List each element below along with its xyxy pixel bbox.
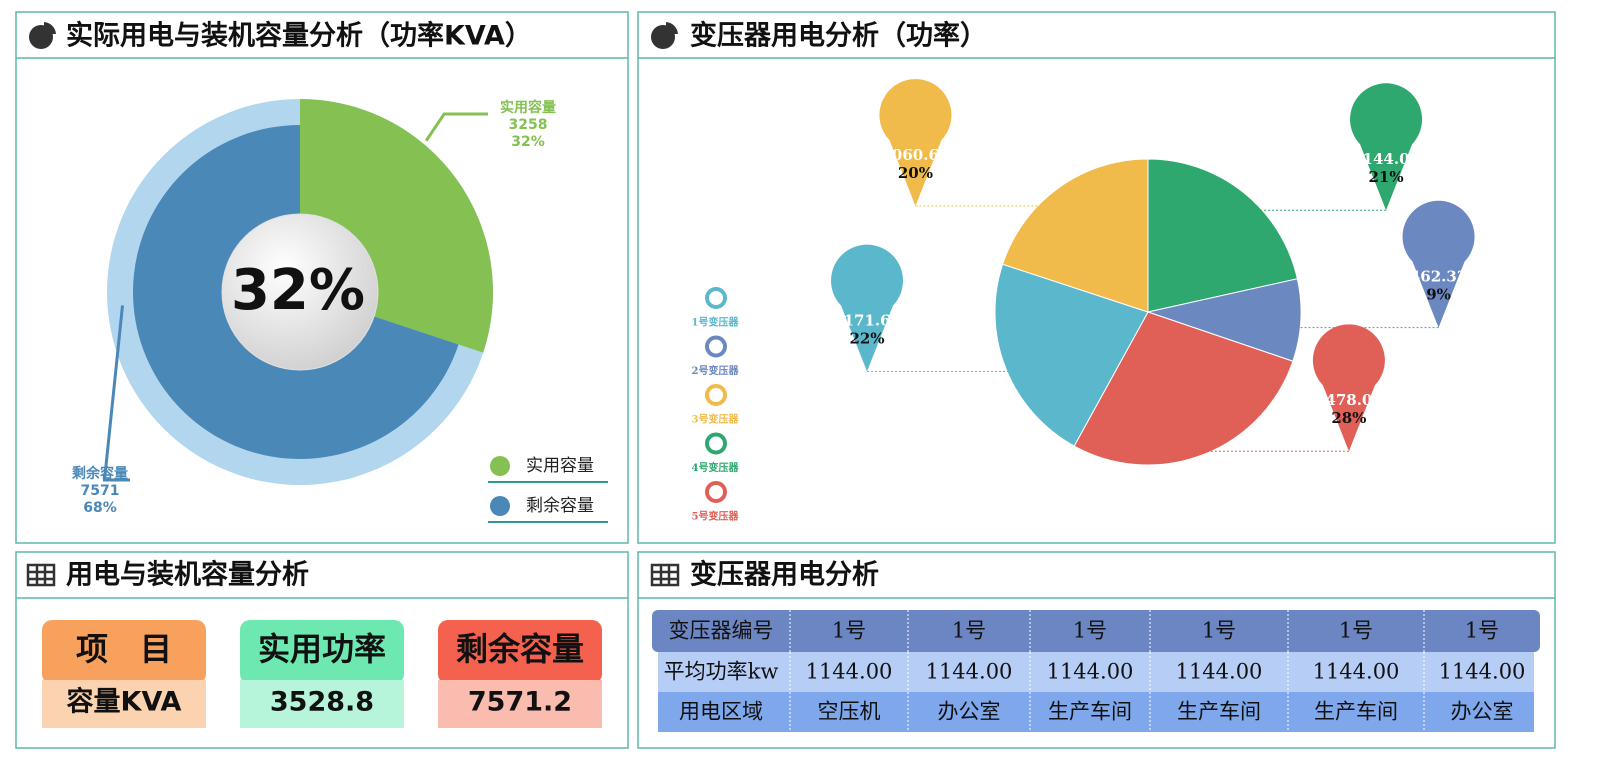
legend-marker bbox=[705, 287, 727, 309]
legend-marker bbox=[705, 432, 727, 455]
legend-label: 5号变压器 bbox=[692, 510, 740, 523]
legend-marker bbox=[705, 384, 727, 406]
table-cell: 1号 bbox=[952, 619, 986, 643]
card-body-bg bbox=[240, 680, 404, 728]
percent-label: 21% bbox=[1368, 168, 1403, 186]
legend-label: 剩余容量 bbox=[526, 496, 594, 516]
legend-marker bbox=[490, 496, 510, 516]
panel-title: 变压器用电分析 bbox=[690, 559, 879, 591]
table-cell: 办公室 bbox=[1451, 700, 1514, 724]
pie-slice bbox=[1002, 158, 1149, 313]
table-cell: 1144.00 bbox=[1313, 660, 1400, 684]
table-cell: 1144.00 bbox=[806, 660, 893, 684]
pie-slice bbox=[1146, 278, 1302, 362]
center-disc bbox=[221, 213, 379, 371]
card-body-bg bbox=[42, 680, 206, 728]
center-label: 32% bbox=[231, 258, 365, 323]
card-header-bg bbox=[438, 620, 602, 684]
card-header-bg bbox=[240, 620, 404, 684]
value-label: 1478.00 bbox=[1315, 391, 1383, 409]
calendar-icon bbox=[26, 563, 680, 587]
table-cell: 空压机 bbox=[818, 700, 881, 724]
pie-slice bbox=[1073, 311, 1294, 466]
label-pin bbox=[1350, 83, 1423, 211]
slice-label: 3258 bbox=[509, 117, 548, 133]
table-cell: 生产车间 bbox=[1048, 700, 1132, 724]
leader-line bbox=[102, 305, 130, 482]
card-value: 3528.8 bbox=[270, 687, 374, 718]
legend-marker bbox=[490, 456, 510, 476]
table-cell: 变压器编号 bbox=[669, 619, 774, 643]
table-cell: 1144.00 bbox=[926, 660, 1013, 684]
percent-label: 9% bbox=[1426, 286, 1451, 304]
legend-label: 1号变压器 bbox=[692, 316, 740, 329]
value-label: 462.33 bbox=[1410, 268, 1467, 286]
card-value: 7571.2 bbox=[468, 687, 572, 718]
table-row-bg bbox=[652, 610, 1540, 652]
label-pin bbox=[1402, 200, 1475, 328]
card-header-bg bbox=[42, 620, 206, 684]
leader-line bbox=[424, 112, 488, 142]
value-label: 1171.67 bbox=[833, 312, 901, 330]
legend-label: 实用容量 bbox=[526, 456, 594, 476]
table-cell: 生产车间 bbox=[1314, 700, 1398, 724]
label-pin bbox=[831, 244, 904, 372]
legend-marker bbox=[705, 335, 727, 358]
pie-icon bbox=[29, 22, 678, 49]
legend-marker bbox=[705, 481, 727, 503]
card-header: 剩余容量 bbox=[456, 630, 584, 668]
table-cell: 1号 bbox=[1202, 619, 1236, 643]
slice-label: 剩余容量 bbox=[72, 465, 128, 482]
percent-label: 22% bbox=[849, 330, 884, 348]
table-cell: 1144.00 bbox=[1047, 660, 1134, 684]
table-row-bg bbox=[658, 652, 1534, 692]
percent-label: 28% bbox=[1331, 409, 1366, 427]
card-header: 实用功率 bbox=[258, 630, 386, 668]
card-header: 项 目 bbox=[76, 630, 172, 668]
table-cell: 1号 bbox=[1073, 619, 1107, 643]
table-cell: 平均功率kw bbox=[664, 660, 779, 684]
table-cell: 1号 bbox=[1465, 619, 1499, 643]
slice-label: 32% bbox=[511, 134, 545, 150]
panel-title: 变压器用电分析（功率） bbox=[690, 20, 987, 52]
slice-label: 68% bbox=[83, 500, 117, 516]
pie-slice bbox=[1147, 158, 1298, 313]
card-body-bg bbox=[438, 680, 602, 728]
label-pin bbox=[1312, 324, 1385, 452]
card-value: 容量KVA bbox=[67, 686, 182, 718]
table-cell: 办公室 bbox=[938, 700, 1001, 724]
panel-title: 用电与装机容量分析 bbox=[66, 559, 309, 591]
table-cell: 1144.00 bbox=[1439, 660, 1526, 684]
table-cell: 1号 bbox=[1339, 619, 1373, 643]
slice-label: 实用容量 bbox=[500, 99, 556, 116]
table-cell: 1号 bbox=[832, 619, 866, 643]
table-cell: 1144.00 bbox=[1176, 660, 1263, 684]
table-cell: 生产车间 bbox=[1177, 700, 1261, 724]
label-pin bbox=[879, 79, 952, 206]
slice-label: 7571 bbox=[81, 483, 120, 499]
table-cell: 用电区域 bbox=[679, 700, 763, 724]
legend-label: 4号变压器 bbox=[692, 461, 740, 474]
panel-title: 实际用电与装机容量分析（功率KVA） bbox=[66, 20, 532, 52]
legend-label: 3号变压器 bbox=[692, 413, 740, 426]
pie-slice bbox=[994, 263, 1149, 447]
value-label: 1060.67 bbox=[882, 146, 950, 164]
legend-label: 2号变压器 bbox=[692, 364, 740, 377]
value-label: 1144.00 bbox=[1352, 150, 1420, 168]
percent-label: 20% bbox=[898, 164, 933, 182]
table-row-bg bbox=[658, 692, 1534, 732]
